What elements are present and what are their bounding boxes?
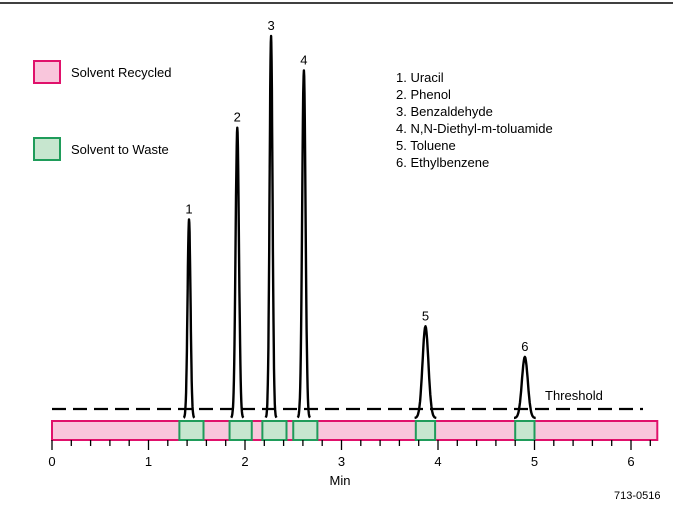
x-tick-label-3: 3 [338, 454, 345, 469]
peak-labels: 1 2 3 4 5 6 [185, 18, 528, 354]
x-tick-label-5: 5 [531, 454, 538, 469]
peak-5 [414, 325, 437, 420]
peak-3 [264, 34, 278, 419]
legend-swatch-recycled [33, 60, 61, 84]
waste-window-1 [178, 420, 205, 441]
legend-swatch-waste [33, 137, 61, 161]
waste-window-2 [228, 420, 253, 441]
peak-label-3: 3 [267, 18, 274, 33]
x-tick-label-6: 6 [627, 454, 634, 469]
x-tick-label-0: 0 [48, 454, 55, 469]
x-tick-label-4: 4 [434, 454, 441, 469]
x-tick-label-1: 1 [145, 454, 152, 469]
waste-window-6 [514, 420, 536, 441]
peak-label-6: 6 [521, 339, 528, 354]
compound-4: 4. N,N-Diethyl-m-toluamide [396, 121, 553, 136]
compound-6: 6. Ethylbenzene [396, 155, 489, 170]
peak-6 [513, 355, 537, 420]
figure-code: 713-0516 [614, 490, 661, 502]
waste-window-4 [292, 420, 319, 441]
chromatogram-trace [182, 34, 537, 420]
peak-label-5: 5 [422, 308, 429, 323]
x-tick-label-2: 2 [241, 454, 248, 469]
legend: Solvent Recycled Solvent to Waste [33, 60, 171, 161]
solvent-bar [51, 420, 659, 441]
threshold-layer: Threshold [52, 388, 643, 411]
peak-label-1: 1 [185, 201, 192, 216]
x-axis-label: Min [330, 473, 351, 488]
waste-window-5 [414, 420, 437, 441]
peak-1 [182, 218, 196, 419]
compound-1: 1. Uracil [396, 70, 444, 85]
peak-label-4: 4 [300, 52, 307, 67]
compound-3: 3. Benzaldehyde [396, 104, 493, 119]
peak-4 [296, 69, 311, 419]
compound-list: 1. Uracil 2. Phenol 3. Benzaldehyde 4. N… [396, 70, 553, 170]
waste-window-3 [261, 420, 288, 441]
threshold-label: Threshold [545, 388, 603, 403]
recycled-bar [51, 420, 659, 441]
compound-5: 5. Toluene [396, 138, 456, 153]
peak-label-2: 2 [234, 110, 241, 125]
compound-2: 2. Phenol [396, 87, 451, 102]
x-axis: 0 1 2 3 4 5 6 [48, 440, 651, 469]
legend-label-recycled: Solvent Recycled [71, 65, 171, 80]
peak-2 [230, 126, 245, 419]
legend-label-waste: Solvent to Waste [71, 142, 169, 157]
